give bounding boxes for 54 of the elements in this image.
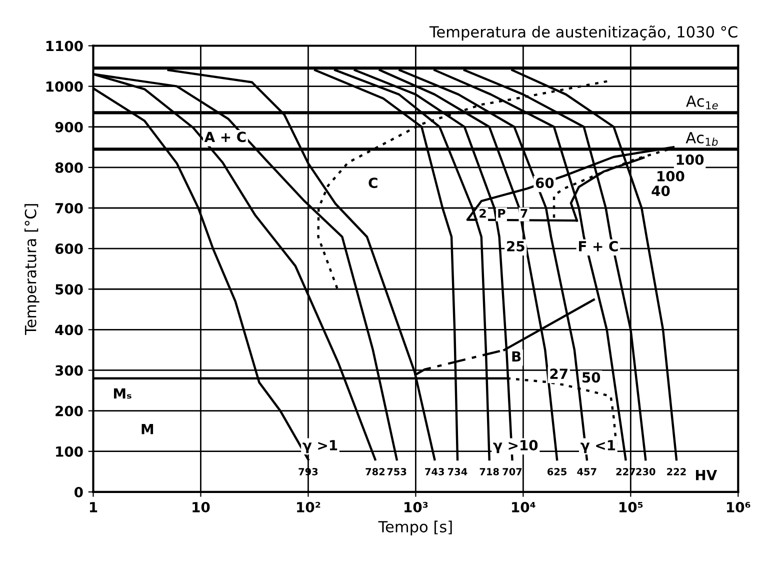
x-tick-label: 1 [90, 502, 98, 512]
x-axis-title: Tempo [s] [378, 520, 452, 536]
ref-line-label: Ac$_{1e}$ [686, 96, 718, 110]
annotation: 230 [636, 468, 656, 476]
y-tick-label: 1000 [46, 81, 83, 92]
annotation: 27 [550, 368, 568, 379]
y-tick-label: 1100 [46, 40, 83, 52]
annotation: 60 [536, 178, 554, 188]
y-tick-label: 600 [55, 244, 83, 254]
annotation: F + C [578, 240, 618, 252]
annotation: P [498, 209, 506, 218]
annotation: B [512, 351, 521, 362]
y-tick-label: 0 [74, 486, 83, 498]
x-tick-label: 10 [192, 502, 210, 512]
annotation: γ >10 [493, 440, 538, 454]
annotation: 2 [480, 208, 486, 218]
x-tick-label: 10⁵ [620, 502, 643, 512]
y-tick-label: 200 [56, 406, 83, 416]
y-tick-label: 500 [56, 284, 83, 295]
x-tick-label: 10⁶ [727, 502, 750, 512]
annotation: M [142, 424, 154, 434]
y-tick-label: 400 [55, 324, 83, 336]
annotation: HV [696, 470, 718, 480]
annotation: 222 [667, 468, 686, 476]
y-tick-label: 300 [55, 365, 83, 376]
annotation: γ >1 [302, 440, 338, 454]
annotation: 7 [520, 209, 528, 218]
annotation: 707 [502, 468, 522, 476]
y-axis-title: Temperatura [°C] [24, 204, 40, 335]
x-tick-label: 10⁴ [512, 502, 536, 512]
annotation: 50 [582, 372, 600, 383]
ref-line-label: Ac$_{1b}$ [686, 132, 718, 146]
annotation: 782 [366, 468, 385, 476]
y-tick-label: 100 [56, 446, 83, 457]
annotation: 753 [387, 468, 406, 476]
annotation: 100 [658, 170, 684, 182]
annotation: 743 [425, 468, 444, 476]
annotation: 100 [676, 154, 704, 165]
x-tick-label: 10³ [404, 502, 428, 512]
y-tick-label: 700 [55, 202, 83, 214]
annotation: 457 [577, 468, 596, 476]
annotation: 718 [480, 468, 499, 476]
y-tick-label: 900 [55, 122, 83, 132]
annotation: Mₛ [114, 388, 132, 399]
annotation: 625 [547, 468, 566, 476]
annotation: A + C [204, 132, 246, 142]
annotation: 25 [507, 240, 524, 252]
x-tick-label: 10² [297, 502, 320, 512]
y-tick-label: 800 [55, 162, 83, 173]
annotation: γ <1 [580, 440, 616, 454]
annotation: 734 [448, 468, 468, 476]
annotation: 40 [652, 186, 670, 196]
chart-title: Temperatura de austenitização, 1030 °C [429, 26, 738, 41]
annotation: C [368, 178, 378, 188]
